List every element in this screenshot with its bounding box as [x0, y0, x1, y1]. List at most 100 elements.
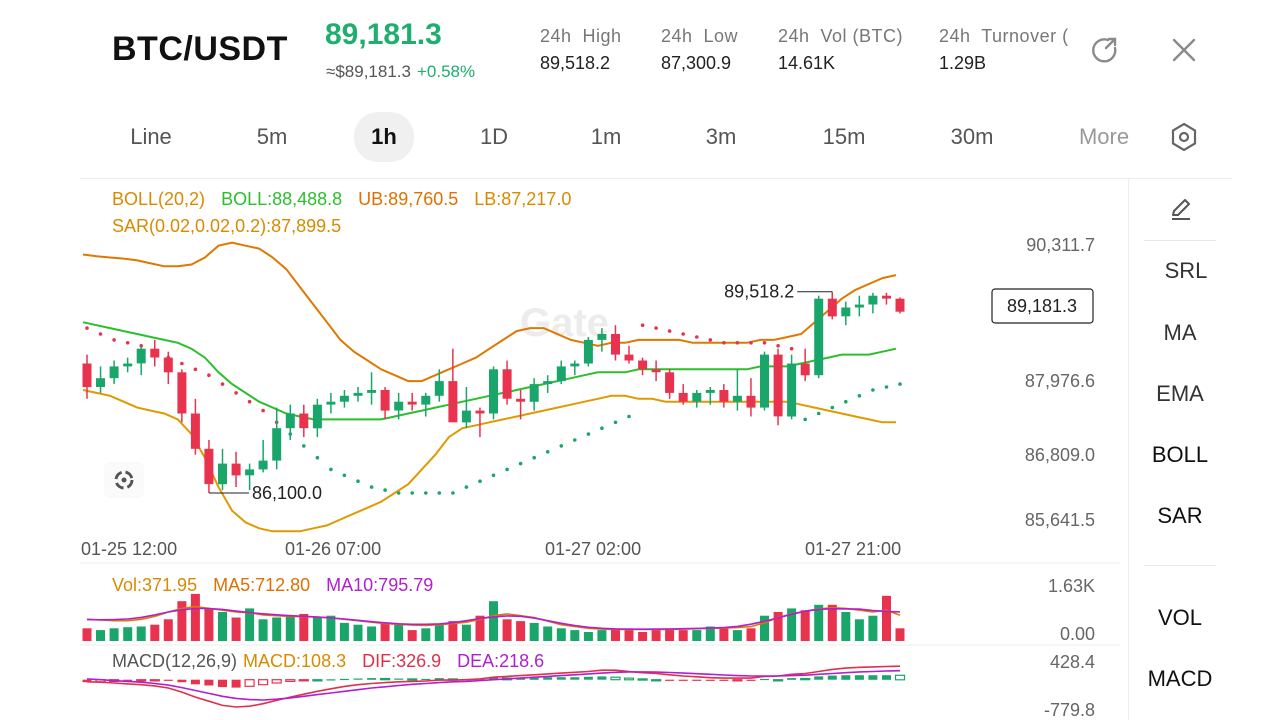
- sar-dot: [667, 329, 672, 333]
- sar-dot: [695, 335, 699, 339]
- hexagon-settings-icon[interactable]: [1168, 121, 1200, 153]
- pencil-icon[interactable]: [1166, 194, 1196, 224]
- macd-histogram-bar: [637, 678, 648, 681]
- candle-body: [719, 390, 729, 402]
- time-axis-label: 01-26 07:00: [285, 539, 381, 559]
- candle-body: [353, 392, 363, 396]
- macd-histogram-bar: [231, 679, 241, 688]
- sar-dot: [478, 479, 482, 484]
- time-axis-label: 01-25 12:00: [81, 539, 177, 559]
- macd-histogram-bar: [407, 678, 418, 681]
- volume-bar: [245, 608, 255, 641]
- side-divider: [1144, 565, 1216, 566]
- volume-bar: [732, 630, 742, 641]
- candle-body: [475, 410, 485, 414]
- side-panel-top-divider: [1128, 178, 1232, 179]
- volume-bar: [868, 615, 878, 641]
- timeframe-1d[interactable]: 1D: [479, 124, 509, 149]
- stat-value: 1.29B: [939, 53, 987, 73]
- candle-body: [339, 395, 349, 402]
- macd-histogram-bar: [163, 679, 173, 681]
- macd-histogram-bar: [353, 678, 363, 680]
- side-item-vol[interactable]: VOL: [1157, 605, 1203, 630]
- candle-body: [746, 395, 756, 408]
- macd-histogram-bar: [882, 675, 891, 680]
- candle-body: [638, 360, 648, 370]
- sar-dot: [844, 399, 848, 404]
- timeframe-1h[interactable]: 1h: [354, 112, 414, 162]
- timeframe-5m[interactable]: 5m: [256, 124, 288, 149]
- volume-bar: [746, 628, 756, 641]
- candle-body: [407, 401, 417, 405]
- macd-histogram-bar: [556, 677, 566, 680]
- sar-dot: [505, 467, 509, 472]
- side-item-boll[interactable]: BOLL: [1151, 442, 1209, 467]
- candle-body: [624, 354, 634, 361]
- side-item-macd[interactable]: MACD: [1147, 666, 1213, 691]
- candle-body: [177, 372, 187, 414]
- macd-histogram-bar: [650, 679, 662, 682]
- dea-line: [86, 669, 901, 701]
- volume-bar: [678, 630, 688, 641]
- candle-body: [529, 384, 539, 402]
- stat-24h-volume: 24h Vol (BTC) 14.61K: [778, 26, 903, 74]
- volume-bar: [841, 612, 851, 641]
- chart-tool-icon[interactable]: [104, 462, 144, 498]
- close-icon[interactable]: [1168, 34, 1200, 66]
- candle-body: [394, 401, 404, 411]
- stat-24h-high: 24h High 89,518.2: [540, 26, 622, 74]
- sar-dot: [871, 388, 875, 392]
- sar-dot: [586, 432, 591, 436]
- macd-histogram-bar: [298, 679, 309, 682]
- side-item-ma[interactable]: MA: [1163, 320, 1197, 345]
- candlestick-chart[interactable]: Gate 1.63K 0.00 428.4 -779.8 90,311.7 87,97…: [0, 0, 1128, 720]
- side-item-srl[interactable]: SRL: [1164, 258, 1208, 283]
- volume-bar: [285, 615, 295, 641]
- share-icon[interactable]: [1088, 34, 1120, 66]
- timeframe-3m[interactable]: 3m: [705, 124, 737, 149]
- sar-dot: [627, 414, 631, 419]
- sar-dot: [722, 341, 726, 345]
- sar-dot: [247, 399, 252, 404]
- sar-dot: [600, 426, 604, 431]
- candle-body: [868, 295, 878, 305]
- volume-bar: [367, 626, 377, 641]
- sar-dot: [830, 405, 835, 410]
- side-item-sar[interactable]: SAR: [1157, 503, 1203, 528]
- macd-histogram-bar: [841, 675, 851, 680]
- chart-top-divider: [80, 178, 1128, 179]
- timeframe-more[interactable]: More: [1078, 124, 1130, 149]
- boll-mid-value: BOLL:88,488.8: [221, 189, 343, 209]
- sar-dot: [410, 491, 415, 495]
- volume-bar: [624, 630, 634, 641]
- macd-histogram-bar: [705, 679, 715, 681]
- volume-bar: [136, 626, 146, 641]
- macd-histogram-bar: [827, 675, 837, 680]
- last-price: 89,181.3: [325, 18, 442, 51]
- candle-body: [272, 428, 282, 461]
- price-axis-label: 90,311.7: [1026, 235, 1095, 255]
- sar-dot: [342, 473, 347, 478]
- boll-upper-line: [82, 241, 897, 383]
- timeframe-30m[interactable]: 30m: [950, 124, 994, 149]
- timeframe-15m[interactable]: 15m: [822, 124, 866, 149]
- timeframe-line[interactable]: Line: [130, 124, 172, 149]
- candle-body: [434, 381, 444, 396]
- macd-histogram-bar: [244, 679, 255, 687]
- candle-body: [800, 363, 810, 376]
- volume-bar: [109, 628, 119, 641]
- timeframe-1m[interactable]: 1m: [590, 124, 622, 149]
- macd-histogram-bar: [136, 679, 147, 682]
- volume-bar: [150, 624, 160, 641]
- approx-usd-price: ≈$89,181.3: [326, 62, 411, 81]
- current-price-label: 89,181.3: [1007, 296, 1077, 316]
- side-item-ema[interactable]: EMA: [1156, 381, 1204, 406]
- stat-value: 87,300.9: [661, 53, 732, 73]
- volume-bar: [258, 619, 268, 641]
- dif-value: DIF:326.9: [362, 651, 442, 671]
- change-percent: +0.58%: [416, 62, 476, 81]
- volume-bar: [272, 617, 282, 641]
- volume-bar: [651, 630, 661, 641]
- volume-ma10: MA10:795.79: [326, 575, 434, 595]
- sar-dot: [654, 326, 658, 330]
